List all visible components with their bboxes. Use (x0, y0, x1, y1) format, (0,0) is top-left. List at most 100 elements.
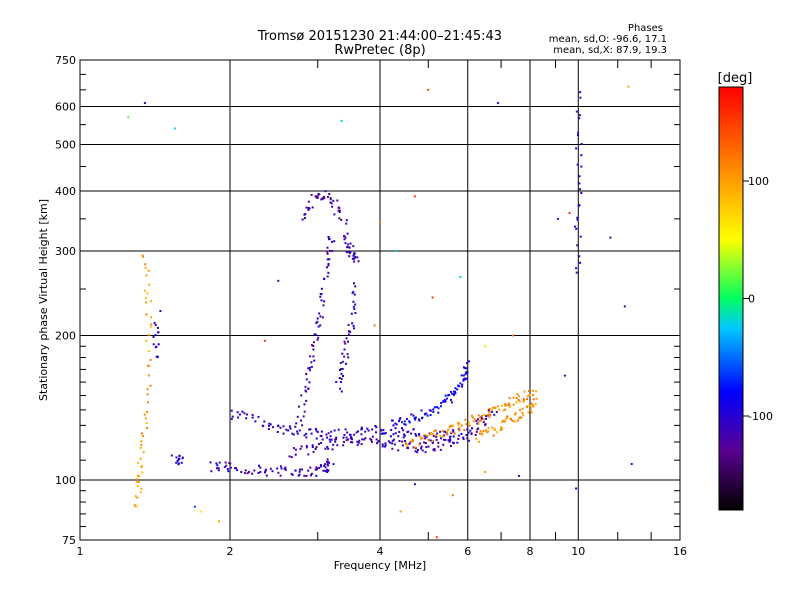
data-point (227, 470, 230, 473)
data-point (432, 408, 435, 411)
y-tick-label: 400 (55, 185, 76, 198)
data-point (310, 361, 313, 364)
data-point (234, 467, 236, 470)
data-point (345, 337, 348, 340)
data-point (328, 258, 331, 261)
data-point (460, 374, 463, 377)
data-point (309, 355, 312, 358)
data-point (354, 256, 357, 258)
data-point (371, 435, 374, 438)
data-point (433, 406, 436, 409)
phases-o-stats: mean, sd,O: -96.6, 17.1 (549, 34, 667, 45)
data-point (462, 366, 465, 369)
data-point (336, 199, 339, 202)
data-point (140, 443, 143, 446)
data-point (223, 466, 226, 469)
data-point (339, 369, 341, 371)
data-point (327, 262, 330, 265)
data-point (399, 510, 402, 513)
data-point (429, 409, 432, 412)
data-point (514, 413, 516, 416)
data-point (316, 197, 319, 199)
data-point (461, 385, 464, 388)
data-point (405, 418, 408, 420)
data-point (506, 416, 509, 419)
data-point (257, 415, 260, 418)
data-point (568, 212, 571, 214)
data-point (354, 312, 357, 314)
data-point (334, 440, 337, 443)
data-point (501, 421, 504, 424)
data-point (460, 424, 463, 427)
data-point (526, 395, 529, 398)
data-point (399, 417, 402, 420)
data-point (522, 400, 525, 403)
data-point (462, 374, 465, 377)
data-point (413, 446, 416, 449)
data-point (146, 388, 149, 391)
y-tick-label: 200 (55, 330, 76, 343)
data-point (265, 474, 268, 477)
data-point (137, 462, 139, 464)
data-point (452, 429, 455, 432)
data-point (383, 445, 386, 448)
data-point (272, 426, 274, 429)
data-point (310, 472, 313, 475)
data-point (149, 358, 152, 361)
data-point (575, 147, 578, 150)
data-point (427, 445, 430, 448)
data-point (579, 91, 582, 94)
data-point (498, 408, 501, 411)
data-point (343, 355, 346, 358)
data-point (315, 446, 318, 449)
data-point (136, 478, 139, 481)
colorbar-tick-label: -100 (748, 410, 773, 423)
data-point (442, 435, 445, 438)
data-point (139, 446, 142, 449)
data-point (328, 193, 331, 195)
data-point (448, 426, 451, 429)
data-point (416, 451, 419, 454)
data-point (349, 242, 352, 245)
data-point (478, 416, 481, 419)
data-point (499, 428, 502, 431)
data-point (154, 323, 157, 326)
data-point (462, 378, 465, 381)
data-point (475, 420, 478, 422)
data-point (398, 430, 401, 433)
data-point (364, 430, 367, 433)
data-point (447, 439, 450, 442)
data-point (268, 422, 271, 425)
data-point (471, 416, 474, 419)
data-point (343, 235, 345, 238)
data-point (411, 438, 414, 441)
data-point (150, 316, 152, 319)
data-point (142, 451, 145, 454)
data-point (147, 364, 150, 367)
data-point (309, 428, 312, 431)
data-point (332, 443, 335, 446)
data-point (353, 260, 356, 263)
phases-title: Phases (628, 23, 663, 34)
data-point (326, 250, 329, 253)
data-point (308, 381, 311, 384)
data-point (307, 209, 310, 211)
data-point (516, 419, 519, 422)
data-point (353, 307, 356, 310)
data-point (347, 324, 350, 326)
data-point (466, 428, 469, 431)
data-point (344, 342, 347, 345)
data-point (515, 397, 518, 399)
data-point (339, 362, 342, 364)
data-point (469, 429, 472, 432)
data-point (319, 324, 322, 327)
data-point (520, 416, 523, 419)
data-point (488, 416, 491, 419)
data-point (410, 432, 413, 435)
data-point (370, 439, 373, 441)
data-point (526, 405, 528, 408)
data-point (343, 238, 346, 241)
data-point (517, 399, 520, 402)
data-point (354, 285, 357, 288)
